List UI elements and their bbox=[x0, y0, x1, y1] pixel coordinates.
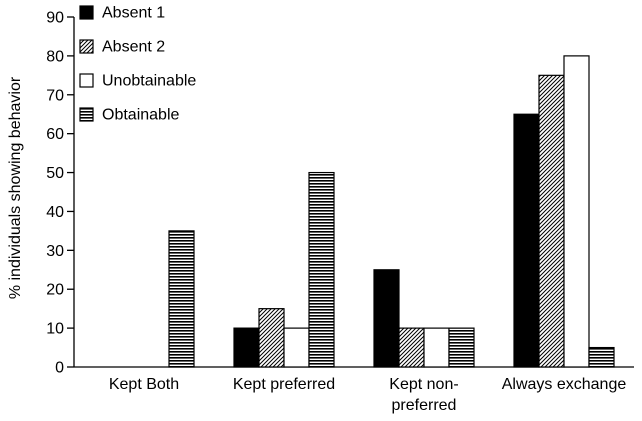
bars bbox=[168, 55, 615, 368]
axes: 0 10 20 30 40 50 60 70 80 90 bbox=[46, 10, 634, 377]
legend-swatch bbox=[79, 39, 94, 54]
y-tick-label: 90 bbox=[46, 10, 64, 27]
x-tick-label: Always exchange bbox=[502, 376, 627, 393]
x-tick-label: Kept Both bbox=[109, 376, 179, 393]
bar-obtainable bbox=[168, 230, 195, 368]
bar-obtainable bbox=[588, 346, 615, 368]
x-tick-label: Kept non-preferred bbox=[389, 376, 458, 414]
bar-obtainable bbox=[448, 327, 475, 368]
y-tick-label: 20 bbox=[46, 282, 64, 299]
legend-label: Absent 1 bbox=[102, 5, 165, 22]
y-tick-label: 60 bbox=[46, 126, 64, 143]
bar-absent-1 bbox=[373, 269, 400, 368]
legend-swatch bbox=[79, 5, 94, 20]
bar-absent-2 bbox=[538, 74, 565, 368]
y-tick-label: 80 bbox=[46, 48, 64, 65]
bar-obtainable bbox=[308, 171, 335, 368]
bar-unobtainable bbox=[283, 327, 310, 368]
bar-absent-1 bbox=[513, 113, 540, 368]
legend-swatch bbox=[79, 73, 94, 88]
y-tick-label: 30 bbox=[46, 243, 64, 260]
y-axis-title: % individuals showing behavior bbox=[7, 76, 24, 299]
y-tick-label: 40 bbox=[46, 204, 64, 221]
bar-absent-1 bbox=[233, 327, 260, 368]
bar-unobtainable bbox=[423, 327, 450, 368]
x-tick-label: Kept preferred bbox=[233, 376, 335, 393]
y-tick-label: 10 bbox=[46, 321, 64, 338]
y-tick-label: 50 bbox=[46, 165, 64, 182]
legend: Absent 1 Absent 2 Unobtainable Obtainable bbox=[79, 5, 196, 124]
y-tick-label: 70 bbox=[46, 87, 64, 104]
y-tick-label: 0 bbox=[55, 360, 64, 377]
bar-absent-2 bbox=[258, 308, 285, 368]
legend-label: Unobtainable bbox=[102, 73, 196, 90]
bar-absent-2 bbox=[398, 327, 425, 368]
legend-label: Absent 2 bbox=[102, 39, 165, 56]
x-tick-labels: Kept Both Kept preferred Kept non-preferre… bbox=[109, 376, 627, 414]
legend-label: Obtainable bbox=[102, 107, 179, 124]
bar-unobtainable bbox=[563, 55, 590, 368]
legend-swatch bbox=[79, 107, 94, 122]
